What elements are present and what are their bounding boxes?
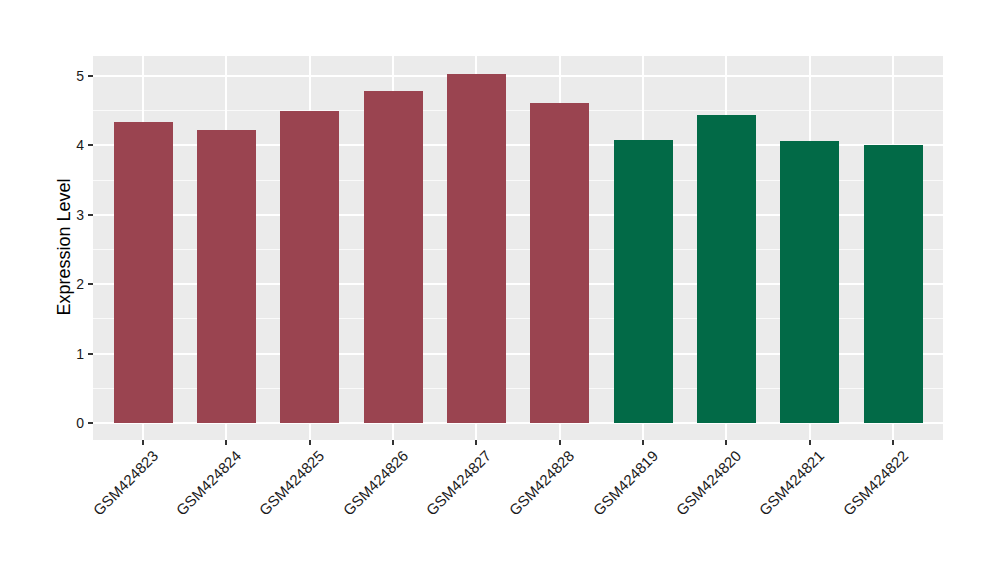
x-tick-mark-GSM424821	[809, 440, 811, 445]
bar-GSM424820	[697, 115, 756, 423]
x-tick-label-GSM424821: GSM424821	[756, 447, 828, 519]
bar-GSM424821	[780, 141, 839, 423]
bar-GSM424825	[280, 111, 339, 423]
y-tick-label-4: 4	[40, 138, 84, 152]
gridline-minor-y-4.5	[93, 110, 943, 111]
bar-chart-figure: Expression Level 012345 GSM424823GSM4248…	[0, 0, 1000, 580]
x-tick-label-GSM424823: GSM424823	[89, 447, 161, 519]
x-tick-mark-GSM424827	[475, 440, 477, 445]
x-tick-mark-GSM424822	[892, 440, 894, 445]
bar-GSM424822	[864, 145, 923, 423]
bar-GSM424826	[364, 91, 423, 423]
y-tick-mark-3	[88, 214, 93, 216]
x-tick-mark-GSM424820	[725, 440, 727, 445]
plot-panel	[93, 56, 943, 440]
y-tick-label-0: 0	[40, 416, 84, 430]
x-tick-label-GSM424825: GSM424825	[256, 447, 328, 519]
y-tick-mark-4	[88, 144, 93, 146]
y-tick-label-3: 3	[40, 208, 84, 222]
x-tick-mark-GSM424823	[142, 440, 144, 445]
x-tick-label-GSM424819: GSM424819	[589, 447, 661, 519]
gridline-major-y-5	[93, 75, 943, 77]
bar-GSM424828	[530, 103, 589, 423]
bar-GSM424824	[197, 130, 256, 423]
bar-GSM424827	[447, 74, 506, 423]
x-tick-mark-GSM424826	[392, 440, 394, 445]
x-tick-mark-GSM424824	[225, 440, 227, 445]
x-tick-mark-GSM424819	[642, 440, 644, 445]
x-tick-label-GSM424820: GSM424820	[673, 447, 745, 519]
bar-GSM424819	[614, 140, 673, 423]
x-tick-label-GSM424826: GSM424826	[339, 447, 411, 519]
y-tick-mark-2	[88, 283, 93, 285]
x-tick-label-GSM424824: GSM424824	[173, 447, 245, 519]
y-tick-mark-1	[88, 353, 93, 355]
x-tick-label-GSM424828: GSM424828	[506, 447, 578, 519]
y-axis-title: Expression Level	[54, 178, 75, 315]
x-tick-label-GSM424822: GSM424822	[839, 447, 911, 519]
x-tick-mark-GSM424828	[559, 440, 561, 445]
bar-GSM424823	[114, 122, 173, 423]
y-tick-mark-0	[88, 422, 93, 424]
y-tick-label-5: 5	[40, 69, 84, 83]
y-tick-label-1: 1	[40, 347, 84, 361]
x-tick-mark-GSM424825	[309, 440, 311, 445]
x-tick-label-GSM424827: GSM424827	[423, 447, 495, 519]
y-tick-label-2: 2	[40, 277, 84, 291]
y-tick-mark-5	[88, 75, 93, 77]
